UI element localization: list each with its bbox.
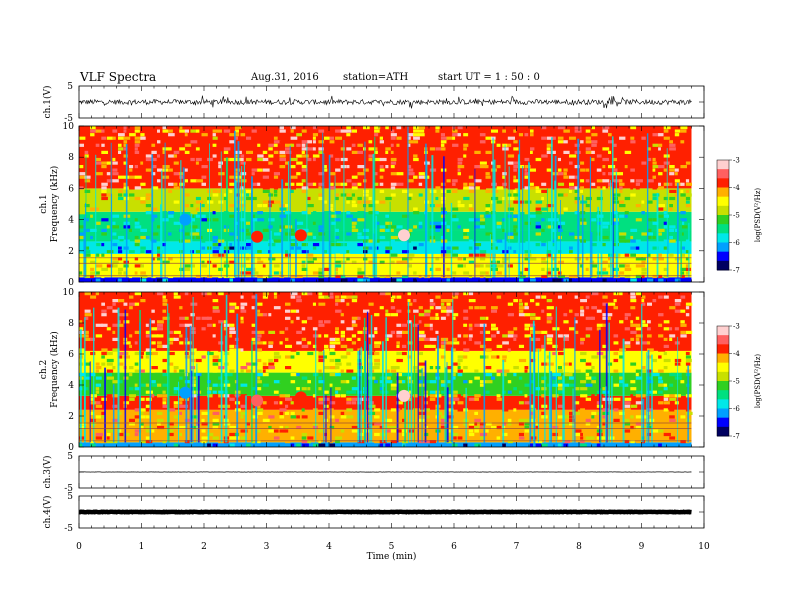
- ch3-ylabel: ch.3(V): [42, 456, 53, 489]
- xtick-10: 10: [698, 542, 710, 552]
- ch2-spectrogram-panel: 0 2 4 6 8 10 ch.2 Frequency (kHz): [39, 288, 705, 453]
- xtick-2: 2: [201, 542, 207, 552]
- ch2-spec-band-5: [79, 292, 692, 351]
- ch2-spec-band-0: [79, 442, 692, 447]
- ch1-spec-band-0: [79, 277, 692, 282]
- ch4-ylabel: ch.4(V): [42, 496, 53, 529]
- xtick-1: 1: [139, 542, 145, 552]
- ch1-spec-ytick-2: 2: [68, 247, 74, 257]
- ch1-ytick-top: 5: [67, 82, 73, 92]
- ch1-spec-ytick-8: 8: [68, 153, 74, 163]
- ch3-ytick-bottom: -5: [64, 484, 73, 494]
- station-label: station=ATH: [343, 72, 409, 83]
- xtick-6: 6: [451, 542, 457, 552]
- ch2-spec-event-2: [294, 391, 307, 404]
- ch1-colorbar: -3 -4 -5 -6 -7 log(PSD(V²/Hz): [716, 157, 762, 275]
- cbar2-tick-4: -7: [733, 433, 740, 441]
- ch2-spec-ytick-6: 6: [68, 350, 74, 360]
- ch1-waveform-panel: 5 -5 ch.1(V): [42, 82, 705, 124]
- xtick-9: 9: [639, 542, 645, 552]
- ch1-spectrogram-panel: 0 2 4 6 8 10 ch.1 Frequency (kHz): [39, 122, 705, 288]
- ch2-spec-ytick-2: 2: [68, 412, 74, 422]
- ch3-ytick-top: 5: [67, 452, 73, 462]
- ch2-spec-ytick-4: 4: [68, 381, 74, 391]
- ch2-spec-ytick-0: 0: [68, 443, 74, 453]
- xtick-3: 3: [264, 542, 270, 552]
- cbar2-tick-2: -5: [733, 378, 740, 386]
- ch1-spec-event-0: [179, 213, 192, 226]
- cbar2-tick-0: -3: [733, 323, 740, 331]
- ch1-spec-ytick-10: 10: [63, 122, 75, 132]
- xtick-7: 7: [514, 542, 520, 552]
- ch1-ylabel: ch.1(V): [42, 86, 53, 119]
- ch1-spec-ytick-6: 6: [68, 184, 74, 194]
- ch1-spec-event-2: [294, 229, 307, 242]
- ch1-trace: [78, 95, 692, 109]
- ch2-spec-ylabel-channel: ch.2: [39, 360, 49, 379]
- ch4-ytick-bottom: -5: [64, 524, 73, 534]
- ch1-spec-ylabel-channel: ch.1: [39, 194, 49, 213]
- chart-date: Aug.31, 2016: [251, 72, 319, 83]
- cbar2-label: log(PSD(V²/Hz): [754, 354, 762, 409]
- xtick-0: 0: [76, 542, 82, 552]
- ch2-colorbar: -3 -4 -5 -6 -7 log(PSD(V²/Hz): [716, 323, 762, 441]
- ch3-waveform-panel: 5 -5 ch.3(V): [42, 452, 705, 494]
- xtick-5: 5: [389, 542, 395, 552]
- ch2-spec-event-1: [251, 394, 264, 407]
- ch1-spec-ytick-0: 0: [68, 278, 74, 288]
- ch2-spec-ylabel-freq: Frequency (kHz): [49, 331, 60, 408]
- ch1-ytick-bottom: -5: [64, 114, 73, 124]
- ch2-spec-event-0: [179, 386, 192, 399]
- cbar1-tick-1: -4: [733, 184, 740, 192]
- cbar2-tick-3: -6: [733, 405, 740, 413]
- xtick-8: 8: [576, 542, 582, 552]
- ch2-spec-event-3: [398, 389, 410, 402]
- cbar2-tick-1: -4: [733, 350, 740, 358]
- ch1-spec-band-3: [79, 230, 692, 242]
- cbar1-tick-4: -7: [733, 267, 740, 275]
- start-time-label: start UT = 1 : 50 : 0: [438, 72, 540, 83]
- cbar1-tick-3: -6: [733, 239, 740, 247]
- ch1-spec-event-3: [398, 229, 410, 242]
- ch4-waveform-panel: 5 -5 ch.4(V): [42, 492, 705, 534]
- ch2-spec-ytick-10: 10: [63, 288, 75, 298]
- time-axis: 0 1 2 3 4 5 6 7 8 9 10 Time (min): [76, 542, 710, 562]
- xtick-4: 4: [326, 542, 332, 552]
- ch1-spec-ylabel-freq: Frequency (kHz): [49, 166, 60, 243]
- ch1-spec-event-1: [251, 230, 264, 243]
- ch1-spec-ytick-4: 4: [68, 216, 74, 226]
- cbar1-tick-0: -3: [733, 157, 740, 165]
- cbar1-label: log(PSD(V²/Hz): [754, 188, 762, 243]
- ch1-spec-band-1: [79, 253, 692, 278]
- chart-title: VLF Spectra: [80, 70, 157, 84]
- cbar1-tick-2: -5: [733, 212, 740, 220]
- x-axis-label: Time (min): [367, 551, 417, 562]
- ch2-spec-ytick-8: 8: [68, 319, 74, 329]
- ch4-ytick-top: 5: [67, 492, 73, 502]
